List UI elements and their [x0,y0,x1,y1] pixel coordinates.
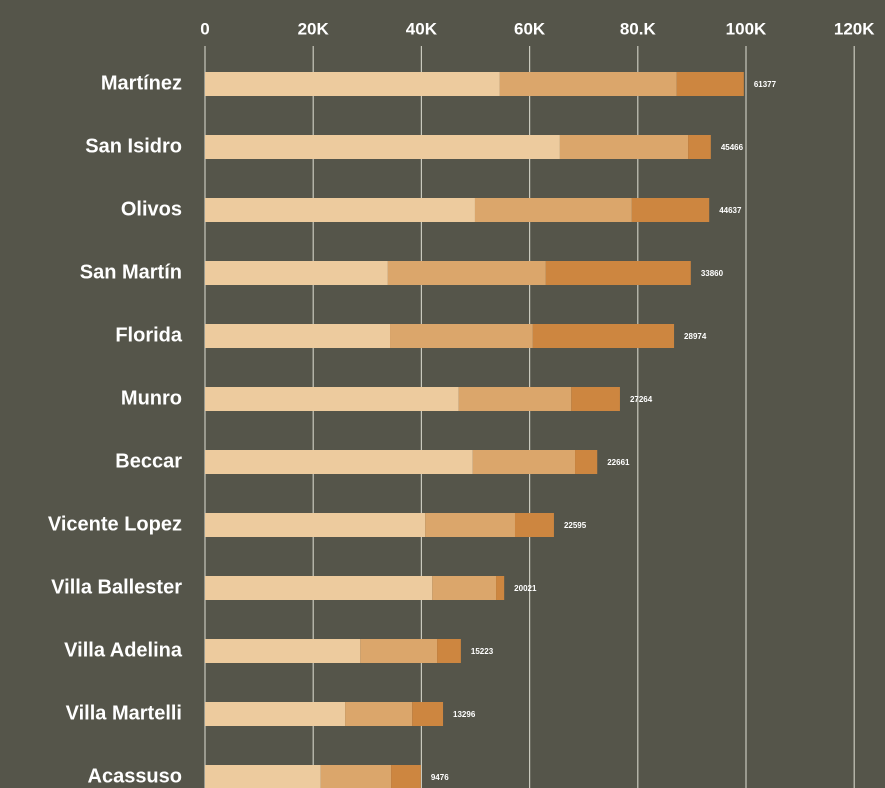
bar-segment [205,387,459,411]
category-label: Martínez [101,72,182,94]
bar-segment [676,72,744,96]
bar-segment [559,135,689,159]
category-label: Florida [115,324,183,346]
bar-segment [472,450,576,474]
x-tick-label: 80.K [620,19,657,38]
bar-segment [474,198,632,222]
bar-segment [458,387,572,411]
bar-segment [545,261,691,285]
category-label: San Martín [80,261,182,283]
bar-segment [437,639,461,663]
bar-label: 13296 [453,710,476,719]
bar-label: 33860 [701,269,724,278]
bar-segment [205,765,321,788]
bar-segment [205,639,361,663]
bar-segment [205,576,433,600]
category-label: Vicente Lopez [48,513,182,535]
bar-label: 9476 [431,773,449,782]
bar-label: 22595 [564,521,587,530]
category-label: Villa Ballester [51,576,182,598]
bar-segment [575,450,598,474]
bar-label: 27264 [630,395,653,404]
bar-segment [631,198,710,222]
bar-segment [205,261,388,285]
category-label: Munro [121,387,182,409]
bar-segment [205,198,475,222]
x-tick-label: 120K [834,19,875,38]
bar-segment [571,387,620,411]
bar-label: 28974 [684,332,707,341]
bar-segment [360,639,438,663]
x-tick-label: 0 [200,19,209,38]
bar-segment [390,324,533,348]
bar-segment [387,261,546,285]
bar-label: 45466 [721,143,744,152]
bar-segment [425,513,515,537]
category-label: Beccar [115,450,182,472]
x-tick-label: 60K [514,19,546,38]
category-label: Villa Adelina [64,639,183,661]
bar-label: 20021 [514,584,537,593]
x-tick-label: 40K [406,19,438,38]
category-label: San Isidro [85,135,182,157]
bar-segment [432,576,497,600]
bar-segment [345,702,413,726]
category-label: Acassuso [88,765,183,787]
bar-segment [391,765,421,788]
bar-segment [205,450,473,474]
bar-label: 44637 [719,206,742,215]
bar-label: 61377 [754,80,777,89]
bar-segment [205,135,560,159]
bar-segment [412,702,444,726]
bar-segment [499,72,677,96]
category-label: Olivos [121,198,182,220]
bar-segment [514,513,554,537]
bar-label: 22661 [607,458,630,467]
bar-segment [205,72,500,96]
bar-segment [205,513,426,537]
x-tick-label: 20K [298,19,330,38]
bar-segment [532,324,675,348]
x-tick-label: 100K [726,19,767,38]
category-label: Villa Martelli [66,702,182,724]
bar-segment [688,135,711,159]
bar-label: 15223 [471,647,494,656]
bar-segment [496,576,505,600]
bar-segment [205,702,346,726]
bar-segment [320,765,392,788]
bar-segment [205,324,391,348]
